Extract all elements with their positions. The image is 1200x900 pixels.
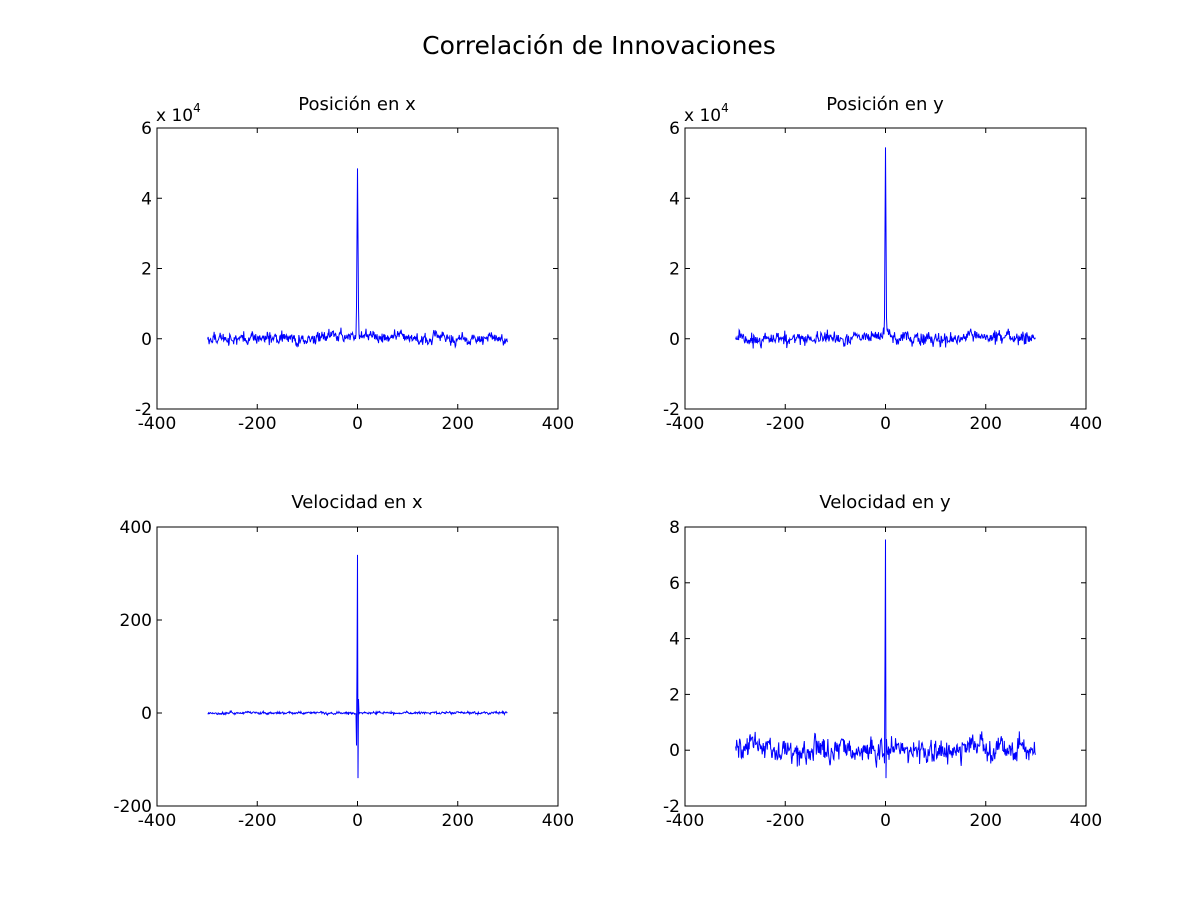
x-tick-label: -200 bbox=[766, 414, 805, 434]
x-tick-label: -200 bbox=[238, 811, 277, 831]
tick-group: -400 -200 0 200 400 -2 0 2 4 6 8 bbox=[663, 518, 1102, 831]
y-tick-label: -2 bbox=[663, 797, 680, 817]
y-tick-label: 8 bbox=[669, 518, 680, 538]
series-line bbox=[207, 168, 508, 349]
y-tick-label: 0 bbox=[141, 330, 152, 350]
x-tick-label: 400 bbox=[1070, 414, 1102, 434]
y-multiplier-exponent: 4 bbox=[193, 101, 201, 115]
tick-group: -400 -200 0 200 400 -2 0 2 4 6 bbox=[663, 119, 1102, 434]
y-multiplier-base: x 10 bbox=[156, 106, 193, 126]
y-tick-label: 4 bbox=[141, 189, 152, 209]
x-tick-label: -400 bbox=[138, 414, 177, 434]
x-tick-label: -400 bbox=[666, 414, 705, 434]
subplot-velocidad-y: Velocidad en y -400 -200 0 200 400 -2 0 2 4 6 8 bbox=[663, 492, 1102, 831]
x-tick-label: 400 bbox=[542, 811, 574, 831]
x-tick-label: -200 bbox=[238, 414, 277, 434]
y-tick-label: 0 bbox=[141, 704, 152, 724]
subplot-title: Velocidad en y bbox=[819, 492, 951, 513]
x-tick-label: 400 bbox=[1070, 811, 1102, 831]
y-multiplier: x 104 bbox=[156, 101, 201, 126]
subplot-posicion-x: Posición en x x 104 -400 -200 0 200 400-2024… bbox=[135, 94, 574, 434]
x-tick-label: 0 bbox=[352, 811, 363, 831]
subplot-title: Velocidad en x bbox=[291, 492, 423, 513]
x-tick-label: 0 bbox=[880, 414, 891, 434]
subplot-title: Posición en y bbox=[826, 94, 944, 115]
y-tick-label: 0 bbox=[669, 330, 680, 350]
subplot-velocidad-x: Velocidad en x -400 -200 0 200 400-200020040… bbox=[113, 492, 574, 831]
y-tick-label: 6 bbox=[669, 119, 680, 139]
x-tick-label: -400 bbox=[666, 811, 705, 831]
x-tick-label: 0 bbox=[352, 414, 363, 434]
y-tick-label: 2 bbox=[669, 260, 680, 280]
x-tick-label: 200 bbox=[970, 811, 1002, 831]
y-tick-label: 2 bbox=[141, 260, 152, 280]
y-tick-label: 6 bbox=[669, 574, 680, 594]
subplot-title: Posición en x bbox=[298, 94, 416, 115]
x-tick-label: 200 bbox=[442, 811, 474, 831]
x-tick-label: -400 bbox=[138, 811, 177, 831]
y-tick-label: -2 bbox=[663, 400, 680, 420]
y-multiplier-base: x 10 bbox=[684, 106, 721, 126]
figure-title: Correlación de Innovaciones bbox=[422, 31, 776, 60]
y-tick-label: -200 bbox=[113, 797, 152, 817]
y-multiplier-exponent: 4 bbox=[721, 101, 729, 115]
x-tick-label: 200 bbox=[442, 414, 474, 434]
x-tick-label: 0 bbox=[880, 811, 891, 831]
y-tick-label: 4 bbox=[669, 189, 680, 209]
series-line bbox=[735, 539, 1036, 779]
subplot-posicion-y: Posición en y x 104 -400 -200 0 200 400-2024… bbox=[663, 94, 1102, 434]
y-multiplier: x 104 bbox=[684, 101, 729, 126]
y-tick-label: 0 bbox=[669, 741, 680, 761]
x-tick-label: 400 bbox=[542, 414, 574, 434]
series-line bbox=[207, 554, 508, 779]
y-tick-label: 400 bbox=[120, 518, 152, 538]
tick-group: -400 -200 0 200 400 -2 0 2 4 6 bbox=[135, 119, 574, 434]
series-line bbox=[735, 147, 1036, 349]
x-tick-label: 200 bbox=[970, 414, 1002, 434]
y-tick-label: 200 bbox=[120, 611, 152, 631]
y-tick-label: 2 bbox=[669, 685, 680, 705]
y-tick-label: 4 bbox=[669, 630, 680, 650]
y-tick-label: -2 bbox=[135, 400, 152, 420]
x-tick-label: -200 bbox=[766, 811, 805, 831]
y-tick-label: 6 bbox=[141, 119, 152, 139]
